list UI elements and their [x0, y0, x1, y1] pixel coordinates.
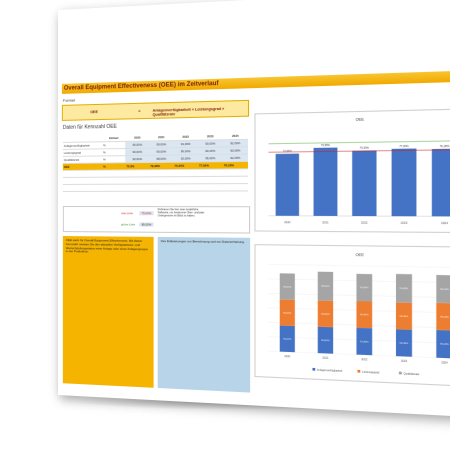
- kpi-table: Einheit 2020 2021 2022 2023 2024 Anlagen…: [63, 133, 248, 192]
- data-label: 77,00%: [399, 145, 410, 148]
- data-label: 79,38%: [321, 144, 331, 147]
- formula-eq: =: [138, 109, 140, 113]
- chart-title: OEE: [355, 253, 364, 258]
- x-tick-label: 2024: [441, 221, 449, 226]
- formula-right: Anlagenverfügbarkeit × Leistungsgrad × Q…: [153, 106, 248, 117]
- chart-title: OEE: [355, 117, 364, 122]
- threshold-note: Definieren Sie hier zwei zusätzliche Sol…: [158, 208, 210, 217]
- x-tick-label: 2020: [284, 220, 291, 224]
- sheet-title: Overall Equipment Effectiveness (OEE) im…: [62, 70, 450, 93]
- info-box: OEE steht für Overall Equipment Effectiv…: [63, 236, 154, 388]
- data-label: 90,00%: [400, 343, 409, 346]
- data-label: 92,00%: [440, 344, 449, 347]
- data-label: 90,00%: [321, 340, 329, 342]
- x-tick-label: 2023: [401, 360, 408, 364]
- data-label: 90,00%: [283, 312, 291, 314]
- bar: [314, 148, 338, 216]
- bar: [432, 149, 450, 217]
- red-line-value[interactable]: 75,00%: [139, 211, 153, 215]
- data-label: 98,00%: [321, 286, 329, 288]
- data-label: 90,00%: [321, 313, 329, 315]
- data-label: 76,18%: [440, 145, 450, 149]
- data-label: 92,00%: [360, 287, 369, 289]
- data-label: 92,00%: [440, 289, 449, 291]
- worksheet-preview: Overall Equipment Effectiveness (OEE) im…: [58, 0, 450, 418]
- table-row: [63, 184, 248, 192]
- x-tick-label: 2021: [322, 220, 329, 224]
- data-label: 75,35%: [360, 147, 370, 150]
- formula-label: Formel: [63, 98, 75, 103]
- x-tick-label: 2024: [441, 361, 448, 365]
- formula-left: OEE: [90, 110, 98, 114]
- x-tick-label: 2022: [361, 220, 368, 224]
- x-tick-label: 2020: [284, 355, 291, 359]
- green-line-label: grüne Linie: [121, 222, 135, 226]
- green-line-value[interactable]: 85,00%: [139, 222, 153, 226]
- legend-swatch: [357, 370, 360, 373]
- bar: [392, 149, 417, 217]
- legend-swatch: [399, 372, 402, 375]
- data-label: 90,00%: [440, 316, 449, 319]
- explanation-text: Ihre Erläuterungen zur Berechnung und zu…: [158, 237, 250, 248]
- data-label: 90,00%: [283, 338, 291, 340]
- legend-swatch: [312, 368, 315, 371]
- data-label: 95,00%: [400, 288, 409, 290]
- legend-entry: Anlagenverfügbarkeit: [317, 368, 343, 372]
- info-text: OEE steht für Overall Equipment Effectiv…: [63, 236, 154, 259]
- worksheet: Overall Equipment Effectiveness (OEE) im…: [58, 0, 450, 418]
- x-tick-label: 2022: [361, 358, 368, 362]
- oee-bar-chart-svg: OEE72,90%202079,38%202175,35%202277,00%2…: [256, 109, 450, 232]
- data-label: 90,00%: [283, 286, 291, 288]
- red-line-label: rote Linie: [121, 211, 133, 215]
- x-tick-label: 2023: [401, 221, 408, 225]
- legend-entry: Leistungsgrad: [362, 370, 380, 374]
- explanation-box[interactable]: Ihre Erläuterungen zur Berechnung und zu…: [158, 237, 250, 393]
- legend-entry: Qualitätsrate: [404, 372, 421, 376]
- formula-box: OEE = Anlagenverfügbarkeit × Leistungsgr…: [62, 100, 249, 121]
- data-label: 91,00%: [360, 341, 369, 344]
- oee-bar-chart[interactable]: OEE 72,90% 2020 79,38% 2021 75,35% 2022 77,00% 2…: [254, 108, 450, 233]
- x-tick-label: 2021: [322, 356, 329, 360]
- data-label: 90,00%: [360, 314, 369, 316]
- data-label: 90,00%: [400, 316, 409, 318]
- oee-stacked-chart[interactable]: OEE 90,00% 90,00% 90,00% 2020 90,00% 90,00% 98,…: [254, 244, 450, 387]
- threshold-box: rote Linie 75,00% grüne Linie 85,00%: [63, 206, 250, 234]
- oee-stacked-chart-svg: OEE 90,00% 90,00% 90,00% 2020 90,00% 90,00% 98,…: [256, 245, 450, 386]
- gridline: [269, 264, 450, 267]
- bar: [352, 151, 376, 217]
- reference-line: [269, 141, 450, 144]
- bar: [276, 154, 299, 216]
- data-heading: Daten für Kennzahl OEE: [63, 124, 117, 131]
